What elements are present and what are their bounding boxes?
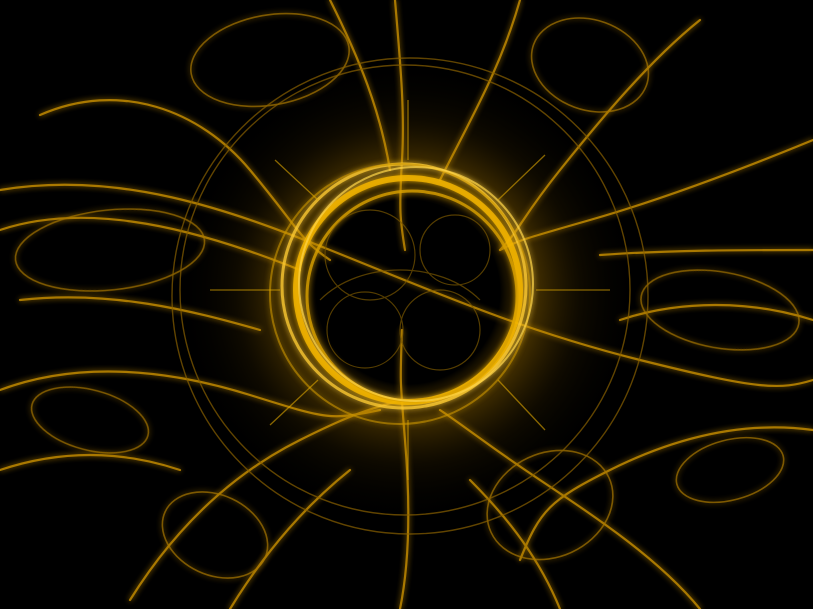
radiant-rays: [210, 100, 610, 480]
central-ring: [269, 162, 534, 425]
outer-ring: [171, 57, 649, 535]
inner-swirls: [319, 209, 491, 371]
